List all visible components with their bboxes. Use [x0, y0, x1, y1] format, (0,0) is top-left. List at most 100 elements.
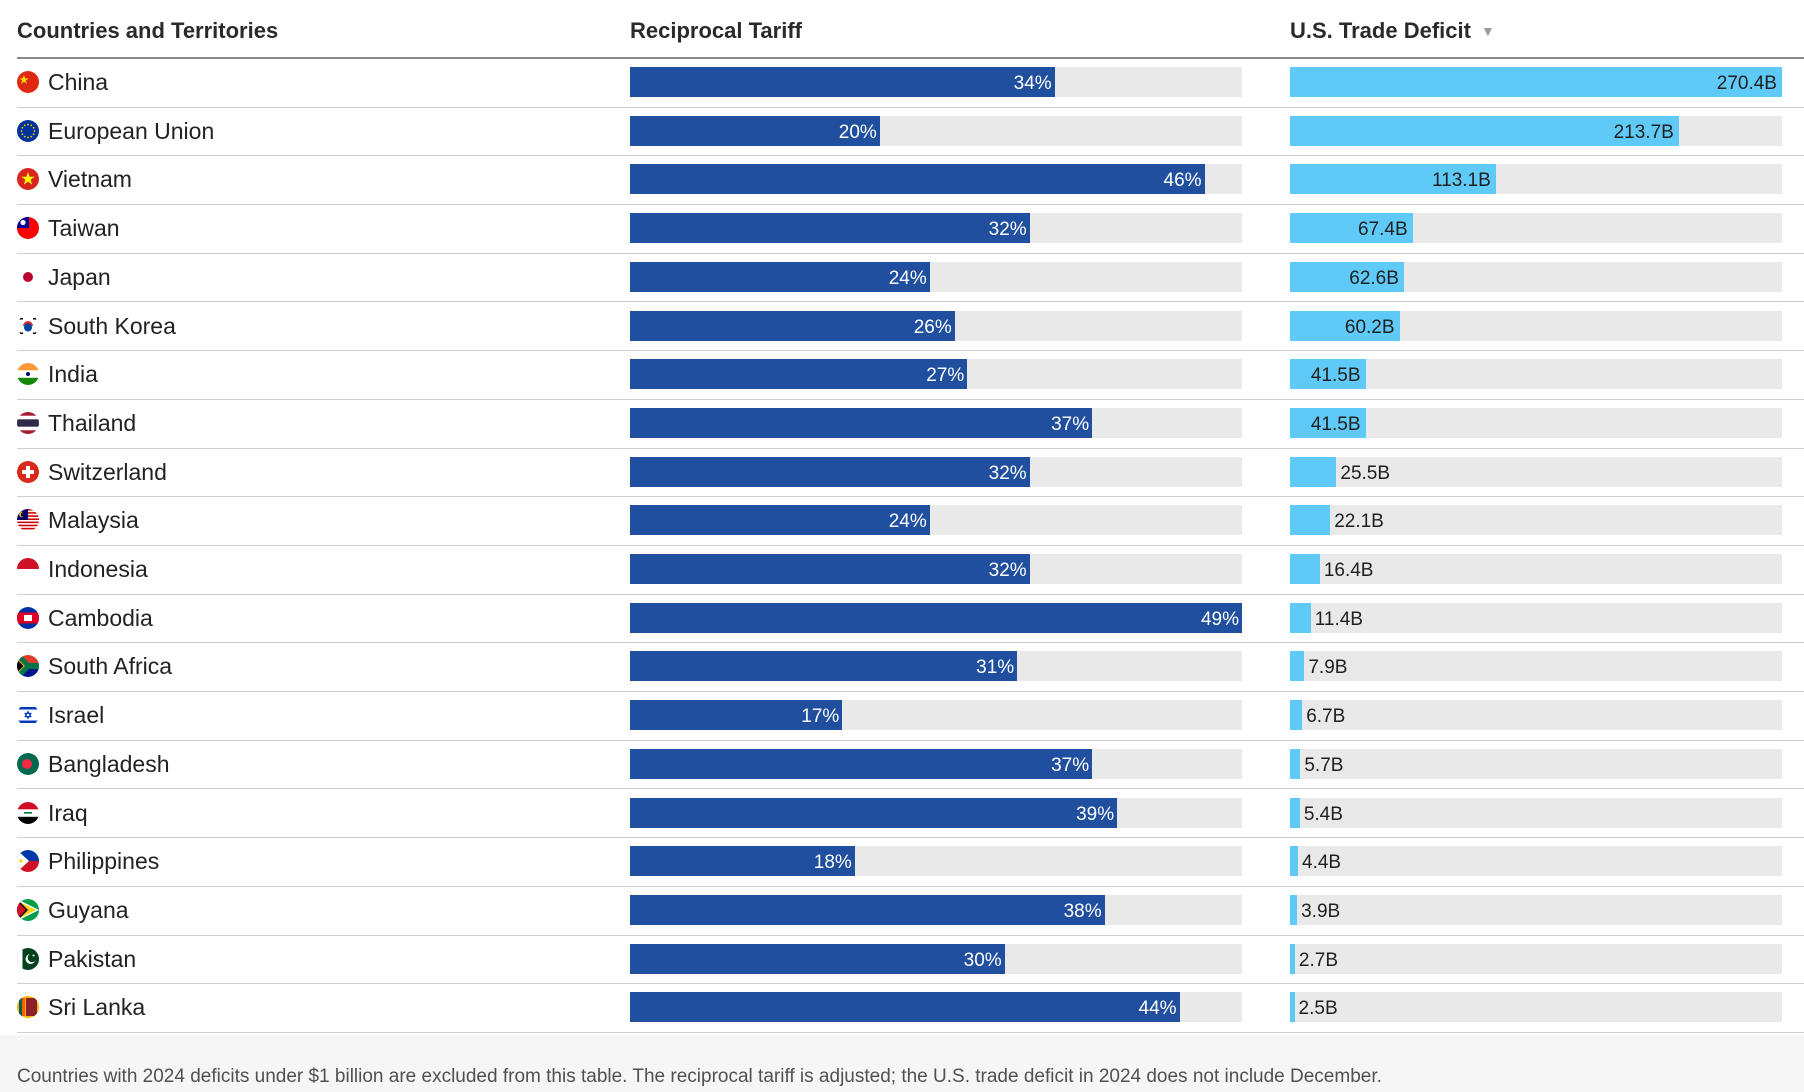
tariff-value-label: 31% [976, 657, 1015, 679]
deficit-bar-track: 3.9B [1290, 894, 1782, 925]
european-union-flag-icon [17, 119, 39, 142]
country-name-european-union: European Union [48, 117, 215, 144]
tariff-bar-track: 34% [630, 67, 1242, 97]
tariff-bar-track: 39% [630, 797, 1242, 828]
table-row: Guyana 38% 3.9B [0, 887, 1804, 936]
tariff-bar-track: 37% [630, 407, 1242, 438]
tariff-value-label: 30% [963, 949, 1002, 971]
tariff-bar-bangladesh [630, 748, 1093, 779]
tariff-value-label: 32% [988, 219, 1027, 241]
indonesia-flag-icon [17, 558, 39, 580]
tariff-bar-israel [630, 700, 843, 731]
deficit-value-label: 6.7B [1306, 706, 1346, 728]
tariff-value-label: 37% [1051, 413, 1090, 435]
tariff-bar-malaysia [630, 505, 930, 536]
tariff-value-label: 20% [838, 121, 877, 143]
deficit-value-label: 4.4B [1302, 852, 1342, 874]
row-divider [17, 788, 1804, 790]
tariff-bar-track: 18% [630, 846, 1242, 877]
tariff-value-label: 27% [926, 365, 965, 387]
deficit-value-label: 113.1B [1431, 170, 1491, 192]
deficit-bar-pakistan [1290, 943, 1295, 974]
row-divider [17, 593, 1804, 595]
tariff-bar-track: 44% [630, 992, 1242, 1023]
country-name-vietnam: Vietnam [48, 166, 132, 193]
deficit-bar-cambodia [1290, 602, 1311, 633]
deficit-column-header[interactable]: U.S. Trade Deficit ▼ [1290, 16, 1495, 46]
country-name-iraq: Iraq [48, 799, 88, 826]
row-divider [17, 447, 1804, 449]
china-flag-icon [17, 71, 39, 93]
table-row: Taiwan 32% 67.4B [0, 205, 1804, 254]
tariff-bar-guyana [630, 894, 1105, 925]
row-divider [17, 837, 1804, 839]
deficit-bar-track: 5.7B [1290, 748, 1782, 779]
country-name-pakistan: Pakistan [48, 945, 137, 972]
south-africa-flag-icon [17, 655, 39, 678]
deficit-bar-track: 22.1B [1290, 505, 1782, 536]
vietnam-flag-icon [17, 168, 39, 191]
tariff-bar-taiwan [630, 213, 1030, 244]
tariff-bar-track: 20% [630, 115, 1242, 146]
tariff-value-label: 18% [813, 852, 852, 874]
tariff-value-label: 17% [801, 706, 840, 728]
tariff-value-label: 24% [888, 511, 927, 533]
country-name-cambodia: Cambodia [48, 604, 153, 631]
deficit-header-label: U.S. Trade Deficit [1290, 18, 1471, 43]
header-divider [17, 57, 1804, 59]
table-row: Indonesia 32% 16.4B [0, 546, 1804, 595]
taiwan-flag-icon [17, 217, 39, 240]
deficit-bar-iraq [1290, 797, 1300, 828]
tariff-bar-track: 27% [630, 359, 1242, 390]
tariff-bar-track: 37% [630, 748, 1242, 779]
row-divider [17, 544, 1804, 546]
table-row: South Korea 26% 60.2B [0, 303, 1804, 352]
deficit-bar-track: 16.4B [1290, 554, 1782, 584]
sort-descending-icon[interactable]: ▼ [1480, 23, 1495, 39]
deficit-bar-track: 11.4B [1290, 602, 1782, 633]
tariff-bar-thailand [630, 407, 1093, 438]
tariff-header-label: Reciprocal Tariff [630, 18, 802, 43]
table-row: Iraq 39% 5.4B [0, 790, 1804, 839]
table-row: Pakistan 30% 2.7B [0, 936, 1804, 985]
deficit-bar-european-union [1290, 115, 1679, 146]
row-divider [17, 252, 1804, 254]
country-name-malaysia: Malaysia [48, 507, 139, 534]
tariff-bar-south-africa [630, 651, 1018, 682]
deficit-value-label: 67.4B [1357, 219, 1408, 241]
tariff-bar-indonesia [630, 554, 1030, 584]
deficit-bar-track: 60.2B [1290, 310, 1782, 341]
deficit-bar-guyana [1290, 894, 1298, 925]
row-divider [17, 642, 1804, 644]
thailand-flag-icon [17, 411, 39, 434]
tariff-column-header[interactable]: Reciprocal Tariff [630, 16, 802, 46]
tariff-value-label: 26% [913, 316, 952, 338]
country-name-china: China [48, 69, 109, 95]
country-name-india: India [48, 361, 98, 388]
philippines-flag-icon [17, 850, 39, 873]
tariff-bar-track: 24% [630, 261, 1242, 292]
row-divider [17, 1031, 1804, 1033]
tariff-bar-track: 38% [630, 894, 1242, 925]
deficit-value-label: 16.4B [1323, 560, 1374, 581]
row-divider [17, 739, 1804, 741]
sri-lanka-flag-icon [17, 996, 39, 1019]
tariff-value-label: 46% [1163, 170, 1202, 192]
deficit-bar-track: 41.5B [1290, 359, 1782, 390]
country-name-south-korea: South Korea [48, 312, 176, 339]
deficit-bar-south-africa [1290, 651, 1305, 682]
deficit-bar-track: 270.4B [1290, 67, 1782, 97]
tariff-bar-track: 46% [630, 164, 1242, 195]
deficit-bar-israel [1290, 700, 1303, 731]
deficit-value-label: 41.5B [1310, 365, 1361, 387]
table-row: Thailand 37% 41.5B [0, 400, 1804, 449]
row-divider [17, 496, 1804, 498]
tariff-value-label: 37% [1051, 754, 1090, 776]
tariff-bar-japan [630, 261, 930, 292]
iraq-flag-icon [17, 801, 39, 824]
tariff-bar-sri-lanka [630, 992, 1180, 1023]
country-column-header[interactable]: Countries and Territories [17, 16, 278, 46]
tariff-bar-pakistan [630, 943, 1005, 974]
row-divider [17, 934, 1804, 936]
country-name-bangladesh: Bangladesh [48, 750, 170, 777]
